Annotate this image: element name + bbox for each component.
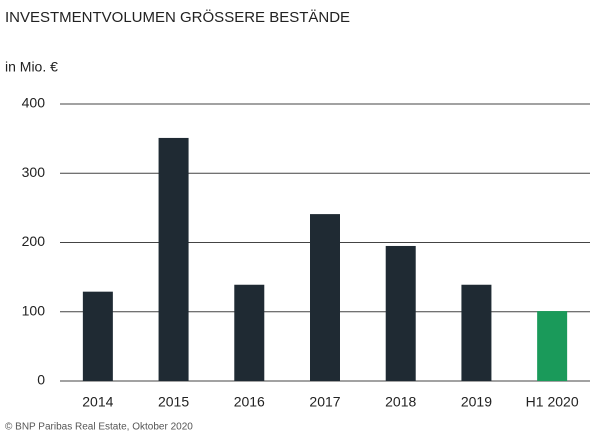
bar xyxy=(310,214,340,381)
y-tick-label: 200 xyxy=(22,233,46,249)
y-tick-label: 100 xyxy=(22,302,46,318)
bar xyxy=(537,311,568,381)
x-tick-label: 2015 xyxy=(158,394,189,410)
x-tick-label: 2014 xyxy=(82,394,113,410)
x-tick-label: 2019 xyxy=(461,394,492,410)
y-tick-label: 0 xyxy=(37,372,45,388)
y-axis-label: in Mio. € xyxy=(5,59,58,75)
x-tick-label: H1 2020 xyxy=(526,394,579,410)
chart-title: INVESTMENTVOLUMEN GRÖSSERE BESTÄNDE xyxy=(5,8,350,26)
bar xyxy=(461,284,492,381)
bar xyxy=(385,245,416,381)
y-tick-label: 300 xyxy=(22,164,46,180)
x-tick-label: 2016 xyxy=(234,394,265,410)
x-tick-label: 2018 xyxy=(385,394,416,410)
source-note: © BNP Paribas Real Estate, Oktober 2020 xyxy=(5,422,193,433)
bar xyxy=(158,137,189,381)
x-tick-label: 2017 xyxy=(309,394,340,410)
bar xyxy=(234,284,265,381)
y-tick-label: 400 xyxy=(22,95,46,111)
bar xyxy=(82,291,113,381)
